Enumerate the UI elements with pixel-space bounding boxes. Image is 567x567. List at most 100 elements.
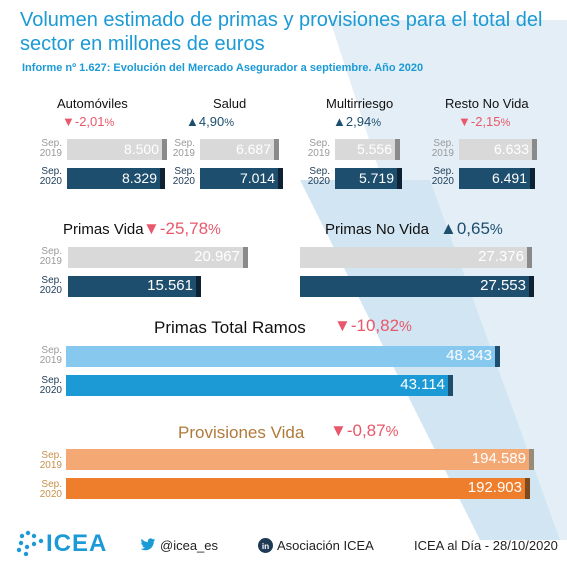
primas-no-vida-bar-2020: 27.553 bbox=[300, 276, 534, 297]
primas-total-ramos-bar-2019: 48.343 bbox=[66, 346, 500, 367]
linkedin-icon: in bbox=[258, 538, 273, 553]
automoviles-bar-2020-value-label: 8.329 bbox=[121, 170, 157, 186]
primas-vida-sep-2019-label: Sep. 2019 bbox=[39, 246, 62, 267]
resto-no-vida-bar-2020-value-label: 6.491 bbox=[491, 170, 527, 186]
primas-vida-change: ▼-25,78% bbox=[143, 219, 221, 239]
primas-vida-bar-2020: 15.561 bbox=[68, 276, 201, 297]
resto-no-vida-change-unit: % bbox=[500, 117, 511, 129]
automoviles-sep-2020-label: Sep. 2020 bbox=[39, 166, 62, 187]
primas-vida-change-arrow-icon: ▼ bbox=[143, 219, 160, 238]
footer-source: ICEA al Día - 28/10/2020 bbox=[414, 538, 558, 553]
page-subtitle: Informe nº 1.627: Evolución del Mercado … bbox=[22, 62, 424, 74]
provisiones-vida-bar-2020: 192.903 bbox=[66, 478, 530, 499]
salud-bar-2019: 6.687 bbox=[200, 139, 279, 160]
automoviles-change-unit: % bbox=[104, 117, 115, 129]
salud-bar-2019-cap bbox=[274, 139, 279, 160]
primas-total-ramos-change: ▼-10,82% bbox=[334, 316, 412, 336]
primas-no-vida-change-unit: % bbox=[489, 222, 503, 238]
provisiones-vida-bar-2019-cap bbox=[529, 449, 534, 470]
primas-vida-bar-2019-value-label: 20.967 bbox=[194, 248, 240, 265]
automoviles-change: ▼-2,01% bbox=[62, 114, 114, 129]
multirriesgo-change-arrow-icon: ▲ bbox=[333, 114, 346, 129]
primas-no-vida-change: ▲0,65% bbox=[440, 219, 503, 239]
primas-no-vida-change-arrow-icon: ▲ bbox=[440, 219, 457, 238]
automoviles-bar-2020: 8.329 bbox=[67, 168, 165, 189]
multirriesgo-bar-2020-cap bbox=[397, 168, 402, 189]
automoviles-title: Automóviles bbox=[57, 96, 128, 111]
resto-no-vida-sep-2020-label: Sep. 2020 bbox=[431, 166, 454, 187]
resto-no-vida-change-value: -2,15 bbox=[470, 114, 501, 129]
provisiones-vida-bar-2020-value-label: 192.903 bbox=[467, 479, 522, 496]
salud-change-unit: % bbox=[224, 117, 235, 129]
provisiones-vida-sep-2020-label: Sep. 2020 bbox=[39, 479, 62, 500]
salud-change-value: 4,90 bbox=[198, 114, 225, 129]
primas-vida-bar-2020-value-label: 15.561 bbox=[147, 277, 193, 294]
salud-sep-2019-label: Sep. 2019 bbox=[172, 138, 195, 159]
multirriesgo-bar-2019: 5.556 bbox=[335, 139, 400, 160]
automoviles-change-value: -2,01 bbox=[74, 114, 105, 129]
salud-sep-2020-label: Sep. 2020 bbox=[172, 166, 195, 187]
provisiones-vida-title: Provisiones Vida bbox=[178, 423, 305, 442]
multirriesgo-bar-2019-cap bbox=[395, 139, 400, 160]
provisiones-vida-bar-2020-cap bbox=[525, 478, 530, 499]
page-title: Volumen estimado de primas y provisiones… bbox=[20, 9, 543, 55]
automoviles-bar-2019-value-label: 8.500 bbox=[123, 141, 159, 157]
primas-no-vida-bar-2019-cap bbox=[527, 247, 532, 268]
icea-logo-text: icea bbox=[46, 530, 108, 557]
primas-total-ramos-bar-2020: 43.114 bbox=[66, 375, 453, 396]
svg-text:in: in bbox=[262, 542, 269, 551]
multirriesgo-bar-2020-value-label: 5.719 bbox=[358, 170, 394, 186]
automoviles-bar-2019: 8.500 bbox=[67, 139, 167, 160]
primas-total-ramos-bar-2020-value-label: 43.114 bbox=[400, 376, 445, 393]
automoviles-bar-2020-cap bbox=[160, 168, 165, 189]
resto-no-vida-change: ▼-2,15% bbox=[458, 114, 510, 129]
salud-bar-2020-value-label: 7.014 bbox=[239, 170, 275, 186]
primas-vida-bar-2019: 20.967 bbox=[68, 247, 248, 268]
primas-total-ramos-bar-2019-cap bbox=[495, 346, 500, 367]
salud-title: Salud bbox=[213, 96, 247, 111]
multirriesgo-change: ▲2,94% bbox=[333, 114, 381, 129]
primas-vida-sep-2020-label: Sep. 2020 bbox=[39, 275, 62, 296]
provisiones-vida-change-unit: % bbox=[385, 424, 399, 440]
linkedin-name[interactable]: Asociación ICEA bbox=[277, 538, 374, 553]
multirriesgo-title: Multirriesgo bbox=[326, 96, 394, 111]
multirriesgo-change-unit: % bbox=[371, 117, 382, 129]
resto-no-vida-bar-2019-value-label: 6.633 bbox=[493, 141, 529, 157]
icea-logo-icon bbox=[16, 530, 44, 556]
automoviles-sep-2019-label: Sep. 2019 bbox=[39, 138, 62, 159]
primas-no-vida-bar-2019-value-label: 27.376 bbox=[478, 248, 524, 265]
primas-total-ramos-change-value: -10,82 bbox=[350, 316, 400, 335]
multirriesgo-change-value: 2,94 bbox=[345, 114, 372, 129]
primas-total-ramos-change-arrow-icon: ▼ bbox=[334, 316, 351, 335]
salud-bar-2019-value-label: 6.687 bbox=[235, 141, 271, 157]
primas-no-vida-bar-2019: 27.376 bbox=[300, 247, 532, 268]
provisiones-vida-sep-2019-label: Sep. 2019 bbox=[39, 450, 62, 471]
primas-no-vida-bar-2020-cap bbox=[529, 276, 534, 297]
salud-bar-2020: 7.014 bbox=[200, 168, 283, 189]
resto-no-vida-bar-2020: 6.491 bbox=[459, 168, 535, 189]
primas-total-ramos-change-unit: % bbox=[399, 319, 412, 335]
primas-no-vida-change-value: 0,65 bbox=[456, 219, 490, 238]
primas-vida-change-unit: % bbox=[208, 222, 221, 238]
automoviles-change-arrow-icon: ▼ bbox=[62, 114, 75, 129]
provisiones-vida-bar-2019: 194.589 bbox=[66, 449, 534, 470]
multirriesgo-sep-2020-label: Sep. 2020 bbox=[307, 166, 330, 187]
resto-no-vida-change-arrow-icon: ▼ bbox=[458, 114, 471, 129]
resto-no-vida-bar-2019: 6.633 bbox=[459, 139, 537, 160]
primas-vida-title: Primas Vida bbox=[63, 221, 144, 238]
primas-total-ramos-title: Primas Total Ramos bbox=[154, 318, 306, 337]
resto-no-vida-bar-2019-cap bbox=[532, 139, 537, 160]
primas-no-vida-bar-2020-value-label: 27.553 bbox=[480, 277, 526, 294]
primas-total-ramos-sep-2019-label: Sep. 2019 bbox=[39, 345, 62, 366]
primas-total-ramos-bar-2019-value-label: 48.343 bbox=[446, 347, 492, 364]
automoviles-bar-2019-cap bbox=[162, 139, 167, 160]
primas-vida-change-value: -25,78 bbox=[159, 219, 209, 238]
provisiones-vida-change: ▼-0,87% bbox=[330, 421, 398, 441]
salud-change-arrow-icon: ▲ bbox=[186, 114, 199, 129]
provisiones-vida-change-arrow-icon: ▼ bbox=[330, 421, 347, 440]
twitter-handle[interactable]: @icea_es bbox=[160, 538, 219, 553]
primas-total-ramos-sep-2020-label: Sep. 2020 bbox=[39, 375, 62, 396]
salud-change: ▲4,90% bbox=[186, 114, 234, 129]
primas-no-vida-title: Primas No Vida bbox=[325, 221, 429, 238]
resto-no-vida-sep-2019-label: Sep. 2019 bbox=[431, 138, 454, 159]
